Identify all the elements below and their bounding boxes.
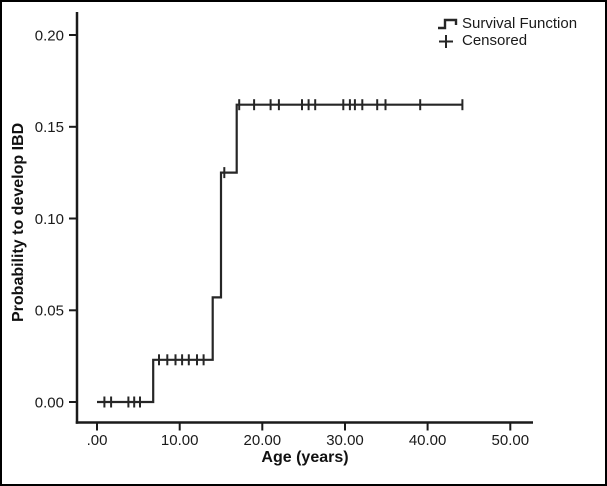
legend-item-survival: Survival Function — [436, 15, 577, 32]
legend-item-censored: Censored — [436, 32, 577, 49]
x-tick-label: 10.00 — [161, 432, 199, 449]
censored-plus-icon — [439, 34, 453, 48]
y-tick-label: 0.05 — [35, 303, 64, 320]
legend-label-censored: Censored — [462, 32, 528, 49]
x-axis-title: Age (years) — [261, 449, 349, 466]
y-tick-label: 0.00 — [35, 394, 64, 411]
x-tick-label: 50.00 — [492, 432, 530, 449]
x-tick-label: 20.00 — [244, 432, 282, 449]
legend: Survival Function Censored — [436, 15, 577, 49]
y-tick-label: 0.15 — [35, 119, 64, 136]
x-tick-label: .00 — [87, 432, 108, 449]
survival-step-curve — [97, 103, 463, 404]
x-tick-label: 40.00 — [409, 432, 447, 449]
y-tick-label: 0.10 — [35, 211, 64, 228]
y-tick-label: 0.20 — [35, 27, 64, 44]
x-tick-label: 30.00 — [326, 432, 364, 449]
legend-label-survival: Survival Function — [462, 15, 578, 32]
survival-step-line-icon — [438, 18, 458, 29]
y-axis-title: Probability to develop IBD — [10, 122, 27, 322]
